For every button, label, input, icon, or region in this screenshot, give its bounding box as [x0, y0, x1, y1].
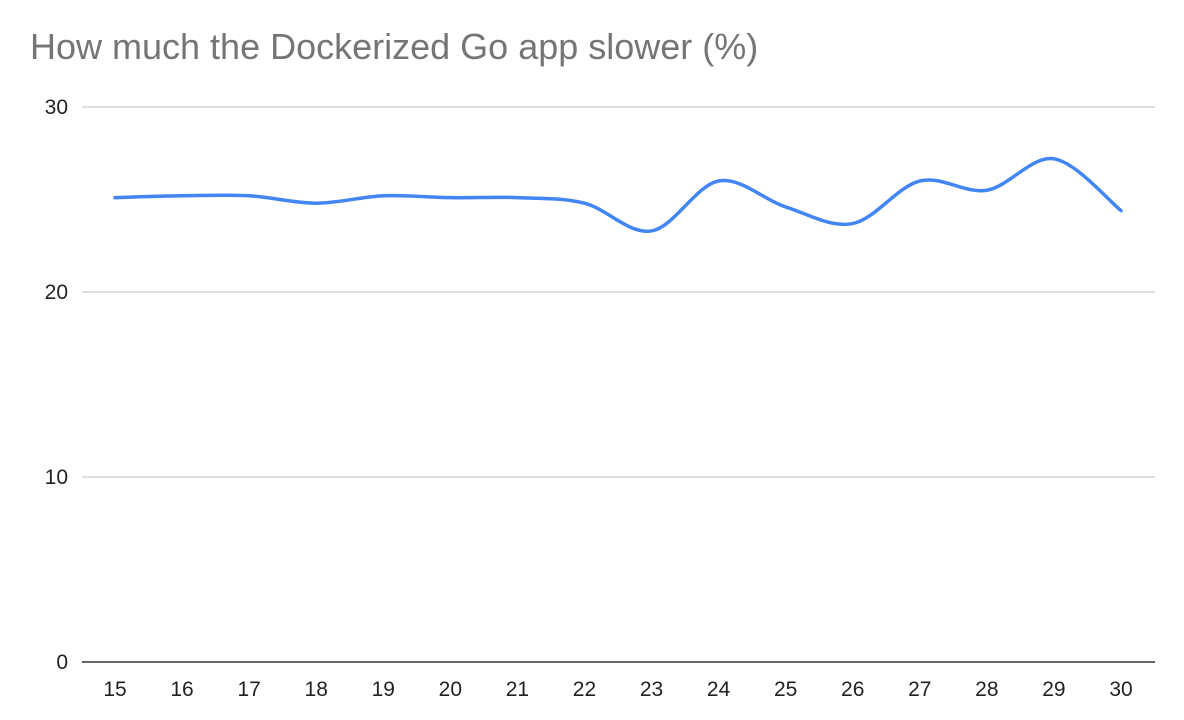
x-tick-label: 17 — [237, 678, 260, 701]
x-tick-label: 16 — [170, 678, 193, 701]
y-tick-label: 20 — [45, 281, 68, 304]
x-tick-label: 21 — [506, 678, 529, 701]
chart-title: How much the Dockerized Go app slower (%… — [30, 26, 759, 67]
x-tick-label: 15 — [103, 678, 126, 701]
x-tick-label: 22 — [573, 678, 596, 701]
x-tick-label: 30 — [1109, 678, 1132, 701]
x-tick-label: 19 — [372, 678, 395, 701]
x-axis-ticks: 15 16 17 18 19 20 21 22 23 24 25 26 27 28 29 30 — [103, 678, 1132, 701]
gridlines — [82, 106, 1155, 478]
x-tick-label: 24 — [707, 678, 731, 701]
y-tick-label: 30 — [45, 96, 68, 119]
x-tick-label: 20 — [439, 678, 462, 701]
y-tick-label: 10 — [45, 466, 68, 489]
y-tick-label: 0 — [56, 651, 68, 674]
y-axis-ticks: 0 10 20 30 — [45, 96, 68, 674]
x-tick-label: 29 — [1042, 678, 1065, 701]
x-tick-label: 18 — [305, 678, 328, 701]
x-tick-label: 25 — [774, 678, 797, 701]
x-tick-label: 28 — [975, 678, 998, 701]
x-tick-label: 27 — [908, 678, 931, 701]
series-line — [113, 157, 1123, 233]
x-tick-label: 26 — [841, 678, 864, 701]
x-tick-label: 23 — [640, 678, 663, 701]
